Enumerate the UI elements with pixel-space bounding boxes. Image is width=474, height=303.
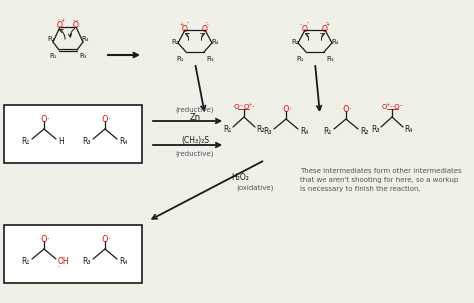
- Text: R₃: R₃: [79, 53, 87, 59]
- Text: R₂: R₂: [291, 39, 299, 45]
- Text: +: +: [180, 22, 184, 28]
- Text: (oxidative): (oxidative): [237, 185, 273, 191]
- Text: O: O: [302, 25, 308, 34]
- Text: (reductive): (reductive): [176, 107, 214, 113]
- Text: R₂: R₂: [256, 125, 264, 134]
- Text: ·O⁻: ·O⁻: [392, 104, 404, 110]
- Text: ··: ··: [326, 21, 328, 25]
- Text: R₃: R₃: [326, 56, 334, 62]
- Text: ··: ··: [206, 21, 209, 25]
- Text: R₁: R₁: [22, 136, 30, 145]
- Text: Zn: Zn: [190, 114, 201, 122]
- Text: R₄: R₄: [119, 136, 128, 145]
- Text: -: -: [207, 22, 209, 28]
- Text: R₄: R₄: [119, 257, 128, 265]
- Text: R₁: R₁: [224, 125, 232, 134]
- Text: -: -: [73, 18, 75, 24]
- Text: These intermediates form other intermediates
that we aren't shooting for here, s: These intermediates form other intermedi…: [300, 168, 462, 192]
- Bar: [4, 105, 142, 163]
- Text: ·O·: ·O·: [39, 235, 49, 244]
- Text: ··: ··: [307, 21, 310, 25]
- Text: ·O⁻: ·O⁻: [232, 104, 244, 110]
- Text: R₂: R₂: [360, 126, 368, 135]
- Text: R₁: R₁: [324, 126, 332, 135]
- Text: H₂O₂: H₂O₂: [231, 174, 249, 182]
- Text: O: O: [73, 22, 79, 31]
- Text: (reductive): (reductive): [176, 151, 214, 157]
- Text: R₃: R₃: [372, 125, 380, 134]
- Text: +: +: [61, 18, 65, 22]
- Text: R₄: R₄: [211, 39, 219, 45]
- Text: ·O·: ·O·: [100, 235, 110, 244]
- Text: ·O·: ·O·: [100, 115, 110, 124]
- Text: ·O·: ·O·: [39, 115, 49, 124]
- Text: O: O: [202, 25, 208, 34]
- Text: -: -: [300, 22, 302, 28]
- Text: R₁: R₁: [296, 56, 304, 62]
- Text: O⁺·: O⁺·: [381, 104, 392, 110]
- Text: O: O: [57, 22, 63, 31]
- Text: H: H: [58, 136, 64, 145]
- Text: R₁: R₁: [22, 257, 30, 265]
- Text: R₁: R₁: [176, 56, 184, 62]
- Text: O: O: [182, 25, 188, 34]
- Text: R₄: R₄: [331, 39, 339, 45]
- Text: +: +: [326, 22, 330, 28]
- Text: R₃: R₃: [206, 56, 214, 62]
- Text: R₄: R₄: [81, 36, 89, 42]
- Text: ··: ··: [57, 265, 61, 269]
- Text: ··: ··: [75, 18, 79, 24]
- Text: R₄: R₄: [404, 125, 412, 134]
- Text: O: O: [322, 25, 328, 34]
- Text: ··: ··: [186, 21, 190, 25]
- Text: R₄: R₄: [300, 126, 309, 135]
- Text: R₂: R₂: [171, 39, 179, 45]
- Bar: [4, 225, 142, 283]
- Text: ·O·: ·O·: [341, 105, 351, 114]
- Text: R₂: R₂: [47, 36, 55, 42]
- Text: R₃: R₃: [82, 257, 91, 265]
- Text: R₁: R₁: [49, 53, 57, 59]
- Text: R₃: R₃: [82, 136, 91, 145]
- Text: O⁺·: O⁺·: [243, 104, 255, 110]
- Text: ··: ··: [57, 18, 61, 22]
- Text: (CH₃)₂S: (CH₃)₂S: [181, 136, 209, 145]
- Text: R₃: R₃: [264, 126, 272, 135]
- Text: ·O·: ·O·: [281, 105, 292, 114]
- Text: OH: OH: [58, 257, 70, 265]
